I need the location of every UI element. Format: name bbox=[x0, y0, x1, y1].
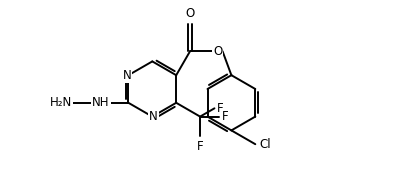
Text: F: F bbox=[222, 110, 229, 123]
Text: N: N bbox=[123, 69, 132, 82]
Text: O: O bbox=[213, 45, 222, 58]
Text: H₂N: H₂N bbox=[49, 96, 72, 109]
Text: NH: NH bbox=[92, 96, 110, 109]
Text: N: N bbox=[149, 110, 158, 123]
Text: Cl: Cl bbox=[259, 138, 271, 151]
Text: F: F bbox=[197, 140, 203, 153]
Text: F: F bbox=[217, 102, 224, 115]
Text: O: O bbox=[186, 7, 195, 20]
